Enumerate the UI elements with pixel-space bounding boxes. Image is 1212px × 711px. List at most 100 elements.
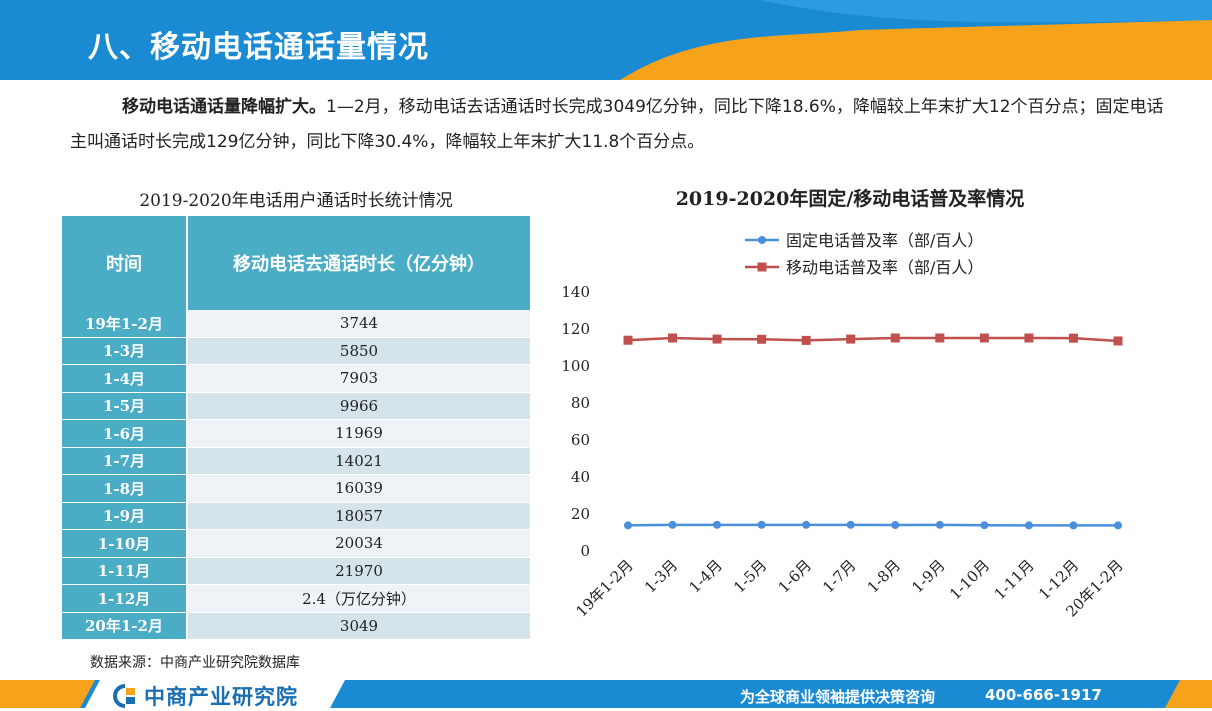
header-band — [0, 0, 1212, 80]
x-tick-label: 1-10月 — [946, 556, 993, 603]
data-point — [801, 335, 811, 345]
chart-title: 2019-2020年固定/移动电话普及率情况 — [675, 188, 1025, 210]
row-duration: 21970 — [187, 557, 530, 585]
data-point — [757, 520, 766, 529]
row-period: 1-3月 — [62, 337, 188, 365]
data-point — [1113, 336, 1123, 346]
table-row: 20年1-2月 3049 — [62, 612, 530, 640]
legend-marker-1 — [757, 262, 767, 272]
brand-logo-icon — [113, 684, 135, 708]
data-point — [668, 520, 677, 529]
data-point — [624, 521, 632, 530]
footer-brand: 中商产业研究院 — [144, 685, 298, 709]
data-point — [1069, 521, 1078, 530]
series-line-0 — [627, 523, 1118, 527]
table-row: 1-11月 21970 — [62, 557, 530, 585]
x-tick-label: 1-8月 — [864, 556, 904, 596]
y-tick-label: 0 — [580, 542, 590, 560]
data-point — [846, 334, 856, 344]
row-period: 1-9月 — [62, 502, 188, 530]
row-duration: 14021 — [187, 447, 530, 475]
x-tick-label: 1-9月 — [908, 556, 948, 596]
data-source: 数据来源：中商产业研究院数据库 — [90, 655, 300, 671]
footer-logo: 中商产业研究院 — [112, 681, 298, 711]
footer-band — [0, 680, 1212, 708]
row-duration: 3744 — [187, 310, 530, 338]
row-duration: 7903 — [187, 364, 530, 393]
row-period: 1-8月 — [62, 474, 188, 503]
x-tick-label: 1-11月 — [991, 556, 1038, 603]
data-point — [713, 520, 722, 529]
row-duration: 16039 — [187, 474, 530, 503]
table-row: 1-6月 11969 — [62, 419, 530, 448]
data-point — [1068, 333, 1078, 343]
row-period: 19年1-2月 — [62, 310, 188, 338]
y-tick-label: 140 — [561, 283, 590, 301]
row-period: 1-12月 — [62, 584, 188, 613]
table-row: 1-10月 20034 — [62, 529, 530, 558]
table-title: 2019-2020年电话用户通话时长统计情况 — [139, 191, 453, 211]
row-duration: 5850 — [187, 337, 530, 365]
legend-label-1: 移动电话普及率（部/百人） — [786, 258, 983, 277]
column-header-duration: 移动电话去通话时长（亿分钟） — [187, 216, 530, 310]
y-tick-label: 60 — [571, 431, 590, 449]
x-tick-label: 1-6月 — [775, 556, 815, 596]
footer-slogan: 为全球商业领袖提供决策咨询 — [740, 688, 936, 706]
row-period: 1-5月 — [62, 392, 188, 420]
table-row: 19年1-2月 3744 — [62, 310, 530, 338]
table-row: 1-8月 16039 — [62, 474, 530, 503]
legend-label-0: 固定电话普及率（部/百人） — [786, 231, 983, 250]
row-period: 1-10月 — [62, 529, 188, 558]
data-point — [668, 333, 678, 343]
footer-phone: 400-666-1917 — [985, 686, 1102, 704]
row-period: 1-7月 — [62, 447, 188, 475]
y-tick-label: 120 — [561, 320, 590, 338]
row-duration: 20034 — [187, 529, 530, 558]
data-point — [935, 520, 944, 529]
row-duration: 2.4（万亿分钟） — [187, 584, 530, 613]
data-point — [980, 521, 989, 530]
data-point — [757, 334, 767, 344]
legend-marker-0 — [758, 236, 766, 244]
y-tick-label: 80 — [571, 394, 590, 412]
y-tick-label: 100 — [561, 357, 590, 375]
data-point — [802, 520, 811, 529]
call-duration-table: 时间 移动电话去通话时长（亿分钟） 19年1-2月 3744 1-3月 5850 1-4… — [62, 216, 530, 640]
row-duration: 9966 — [187, 392, 530, 420]
table-row: 1-5月 9966 — [62, 392, 530, 420]
row-period: 1-6月 — [62, 419, 188, 448]
data-point — [891, 521, 900, 530]
y-tick-label: 40 — [571, 468, 590, 486]
data-point — [846, 520, 855, 529]
table-header-row: 时间 移动电话去通话时长（亿分钟） — [62, 216, 530, 310]
row-period: 20年1-2月 — [62, 612, 188, 640]
table-row: 1-9月 18057 — [62, 502, 530, 530]
row-duration: 18057 — [187, 502, 530, 530]
data-point — [1024, 521, 1033, 530]
page-title: 八、移动电话通话量情况 — [88, 30, 429, 65]
intro-text: 1—2月，移动电话去话通话时长完成3049亿分钟，同比下降18.6%，降幅较上年… — [70, 97, 1164, 152]
data-point — [935, 333, 945, 343]
table-row: 1-4月 7903 — [62, 364, 530, 393]
row-duration: 11969 — [187, 419, 530, 448]
data-point — [1114, 521, 1122, 530]
x-tick-label: 19年1-2月 — [572, 556, 637, 621]
table-row: 1-7月 14021 — [62, 447, 530, 475]
column-header-time: 时间 — [62, 216, 188, 310]
intro-highlight: 移动电话通话量降幅扩大。 — [122, 97, 326, 117]
row-period: 1-11月 — [62, 557, 188, 585]
data-point — [712, 334, 722, 344]
row-period: 1-4月 — [62, 364, 188, 393]
x-tick-label: 1-4月 — [686, 556, 726, 596]
table-row: 1-12月 2.4（万亿分钟） — [62, 584, 530, 613]
series-line-1 — [627, 336, 1119, 343]
data-point — [890, 333, 900, 343]
table-row: 1-3月 5850 — [62, 337, 530, 365]
y-tick-label: 20 — [571, 505, 590, 523]
intro-paragraph: 移动电话通话量降幅扩大。1—2月，移动电话去话通话时长完成3049亿分钟，同比下… — [70, 90, 1170, 160]
x-tick-label: 1-7月 — [819, 556, 859, 596]
x-tick-label: 1-5月 — [730, 556, 770, 596]
row-duration: 3049 — [187, 612, 530, 640]
data-point — [1024, 333, 1034, 343]
